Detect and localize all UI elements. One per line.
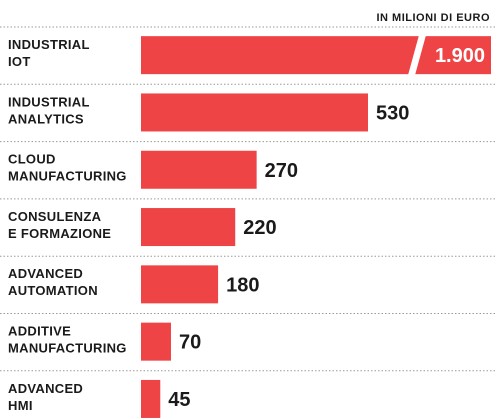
value-label: 70 [179, 332, 201, 354]
value-label: 220 [243, 217, 276, 239]
value-label: 1.900 [435, 45, 485, 67]
category-label-line: MANUFACTURING [8, 341, 127, 356]
axis-break-mark [408, 35, 426, 76]
category-label: CONSULENZA E FORMAZIONE [8, 209, 111, 241]
category-label-line: ADDITIVE [8, 324, 71, 339]
category-label-line: MANUFACTURING [8, 169, 127, 184]
bar-4 [141, 265, 219, 304]
category-label-line: ANALYTICS [8, 111, 84, 126]
bar-0 [141, 36, 491, 75]
value-label: 530 [376, 102, 409, 124]
category-label: ADVANCED HMI [8, 381, 83, 413]
bar-5 [141, 322, 171, 361]
value-label: 45 [168, 389, 190, 411]
bar-2 [141, 150, 257, 189]
bars-group: INDUSTRIAL IOT 1.900 INDUSTRIAL ANALYTICS 530… [8, 35, 491, 418]
category-label: ADDITIVE MANUFACTURING [8, 324, 127, 356]
category-label-line: CONSULENZA [8, 209, 102, 224]
category-label: CLOUD MANUFACTURING [8, 152, 127, 184]
category-label-line: CLOUD [8, 152, 56, 167]
row-separators [0, 26, 496, 372]
category-label-line: INDUSTRIAL [8, 37, 90, 52]
unit-label: IN MILIONI DI EURO [377, 12, 491, 24]
bar-6 [141, 379, 161, 418]
category-label-line: E FORMAZIONE [8, 226, 111, 241]
category-label-line: ADVANCED [8, 266, 83, 281]
category-label: INDUSTRIAL ANALYTICS [8, 94, 90, 126]
category-label-line: HMI [8, 398, 33, 413]
category-label-line: INDUSTRIAL [8, 94, 90, 109]
bar-3 [141, 208, 236, 247]
value-label: 270 [265, 160, 298, 182]
category-label-line: IOT [8, 54, 31, 69]
bar-1 [141, 93, 368, 132]
category-label-line: AUTOMATION [8, 283, 98, 298]
category-label: ADVANCED AUTOMATION [8, 266, 98, 298]
category-label: INDUSTRIAL IOT [8, 37, 90, 69]
category-label-line: ADVANCED [8, 381, 83, 396]
value-label: 180 [226, 274, 259, 296]
